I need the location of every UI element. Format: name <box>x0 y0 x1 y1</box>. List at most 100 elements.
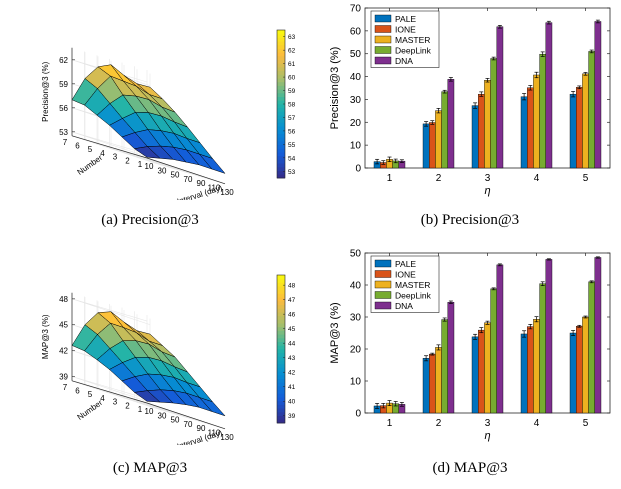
colorbar-step <box>277 96 285 101</box>
y-axis-line <box>71 380 148 404</box>
colorbar-step <box>277 312 285 317</box>
y-tick-label: 4 <box>100 149 105 158</box>
colorbar-tick-label: 54 <box>288 155 296 162</box>
z-axis-label: MAP@3 (%) <box>41 314 50 359</box>
bar <box>447 79 455 169</box>
colorbar-tick-label: 45 <box>288 326 296 333</box>
colorbar-tick-label: 56 <box>288 128 296 135</box>
x-tick-label: 70 <box>184 175 193 184</box>
z-tick-label: 59 <box>59 80 68 89</box>
legend-label: DNA <box>395 301 413 311</box>
legend-label: DNA <box>395 56 413 66</box>
colorbar-step <box>277 37 285 42</box>
colorbar-step <box>277 141 285 146</box>
colorbar-step <box>277 304 285 309</box>
colorbar-step <box>277 349 285 354</box>
y-tick-label: 2 <box>125 401 130 410</box>
y-tick-label: 1 <box>138 405 143 414</box>
colorbar-step <box>277 389 285 394</box>
z-tick-label: 45 <box>59 321 68 330</box>
colorbar-step <box>277 393 285 398</box>
colorbar-step <box>277 52 285 57</box>
x-tick-label: 130 <box>220 433 234 442</box>
x-tick-label: 90 <box>197 424 206 433</box>
colorbar-step <box>277 411 285 416</box>
colorbar-step <box>277 293 285 298</box>
colorbar-step <box>277 67 285 72</box>
legend-label: MASTER <box>395 280 430 290</box>
y-tick-label: 5 <box>88 390 93 399</box>
bar <box>484 80 491 169</box>
colorbar-step <box>277 382 285 387</box>
colorbar-step <box>277 159 285 164</box>
y-tick-label: 50 <box>350 249 362 260</box>
colorbar-tick-label: 58 <box>288 102 296 109</box>
legend-label: IONE <box>395 25 416 35</box>
colorbar-step <box>277 319 285 324</box>
colorbar-step <box>277 100 285 105</box>
z-tick-label: 62 <box>59 56 68 65</box>
colorbar-tick-label: 42 <box>288 370 296 377</box>
colorbar-step <box>277 352 285 357</box>
map-surface-chart: 10 30 50 70 90 110 130123456739424548Interval … <box>41 274 296 451</box>
bar <box>428 353 436 414</box>
colorbar-step <box>277 404 285 409</box>
surface-patch <box>198 153 226 174</box>
y-tick-label: 30 <box>350 95 362 106</box>
legend-label: PALE <box>395 259 416 269</box>
bar <box>588 281 596 414</box>
bar <box>435 110 442 169</box>
grid-line <box>71 380 151 407</box>
bar <box>582 316 589 414</box>
y-tick-label: 5 <box>88 145 93 154</box>
colorbar-step <box>277 330 285 335</box>
y-axis-line <box>71 135 148 159</box>
colorbar-step <box>277 323 285 328</box>
bar <box>435 347 442 414</box>
y-tick-label: 7 <box>63 138 68 147</box>
colorbar-step <box>277 78 285 83</box>
z-axis-label: Precision@3 (%) <box>41 61 50 121</box>
legend-label: MASTER <box>395 35 430 45</box>
x-tick-label: 90 <box>197 179 206 188</box>
y-axis-label: Number <box>76 153 105 177</box>
bar <box>545 259 553 414</box>
colorbar-step <box>277 122 285 127</box>
colorbar-step <box>277 166 285 171</box>
colorbar-step <box>277 81 285 86</box>
colorbar-tick-label: 61 <box>288 61 296 68</box>
x-tick-label: 110 <box>208 184 221 193</box>
bar <box>569 93 577 169</box>
map-bar-chart: 0 10 20 30 40 50 1 2 3 4 5 MAP@3 (%) η PALEIONEMASTER… <box>329 249 611 442</box>
colorbar-step <box>277 345 285 350</box>
bar <box>526 326 534 414</box>
y-tick-label: 6 <box>75 387 80 396</box>
colorbar-tick-label: 62 <box>288 48 296 55</box>
bar <box>490 58 498 169</box>
y-tick-label: 3 <box>113 153 118 162</box>
colorbar-step <box>277 386 285 391</box>
colorbar-step <box>277 419 285 424</box>
colorbar-step <box>277 115 285 120</box>
y-tick-label: 4 <box>100 394 105 403</box>
colorbar-step <box>277 55 285 60</box>
colorbar-step <box>277 129 285 134</box>
bar <box>477 329 485 414</box>
surface-patch <box>198 396 226 417</box>
bar <box>471 105 479 169</box>
legend-swatch <box>374 270 392 278</box>
x-tick-label: 5 <box>583 173 589 184</box>
panel-a-surface: 10 30 50 70 90 110 130 1 2 3 4 5 6 7 53 56 59 62 Interval … <box>0 0 310 206</box>
colorbar-step <box>277 126 285 131</box>
x-tick-label: 1 <box>387 173 393 184</box>
legend-swatch <box>374 301 392 310</box>
bar <box>441 319 449 414</box>
x-tick-label: 50 <box>171 171 180 180</box>
y-tick-label: 30 <box>350 313 362 324</box>
y-tick-label: 1 <box>138 160 143 169</box>
caption-c: (c) MAP@3 <box>112 460 188 476</box>
colorbar-tick-label: 43 <box>288 355 296 362</box>
colorbar-step <box>277 289 285 294</box>
x-tick-label: 5 <box>583 418 589 429</box>
colorbar-tick-label: 46 <box>288 312 296 319</box>
